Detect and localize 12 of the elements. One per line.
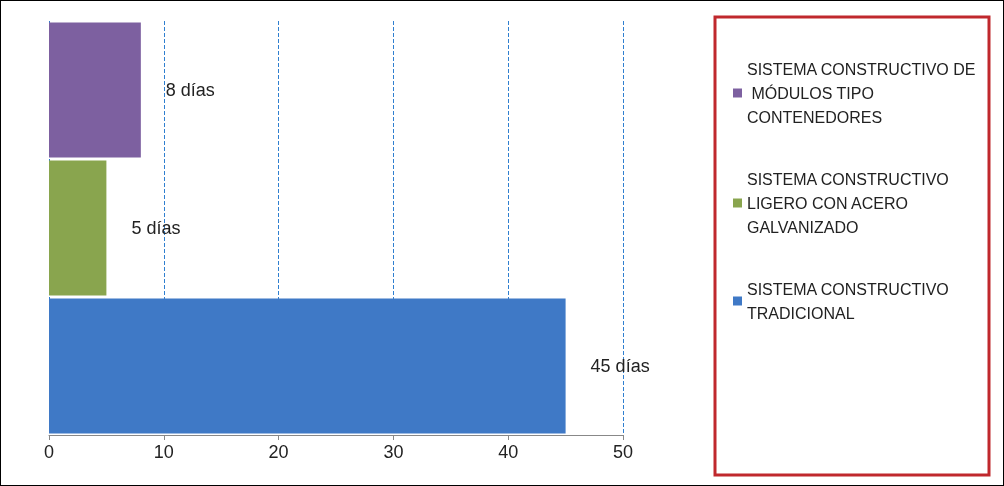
legend-label: SISTEMA CONSTRUCTIVO TRADICIONAL: [747, 280, 954, 322]
x-tick-label: 50: [612, 442, 634, 462]
data-label: 8 días: [165, 80, 215, 100]
x-tick-label: 40: [498, 442, 519, 462]
legend-label: SISTEMA CONSTRUCTIVO DE MÓDULOS TIPO CONTENEDORES: [747, 60, 976, 126]
x-tick-label: 10: [153, 442, 174, 462]
x-tick-label: 30: [383, 442, 404, 462]
x-tick-label: 0: [43, 442, 55, 462]
x-tick-label: 20: [268, 442, 289, 462]
data-label: 45 días: [590, 356, 650, 376]
data-label: 5 días: [131, 218, 181, 238]
legend-label: SISTEMA CONSTRUCTIVO LIGERO CON ACERO GALVANIZADO: [747, 170, 954, 236]
